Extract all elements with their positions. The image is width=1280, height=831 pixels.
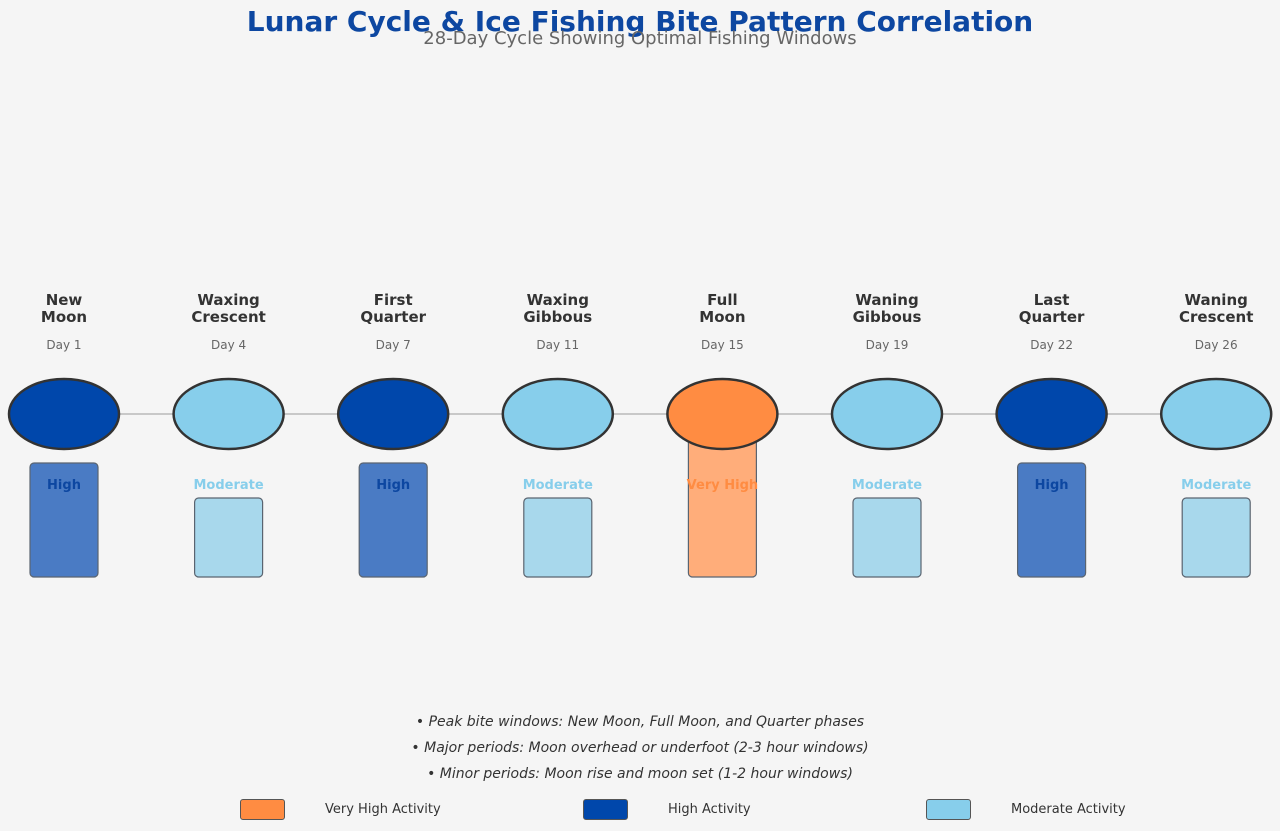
chart-subtitle: 28-Day Cycle Showing Optimal Fishing Win…	[423, 28, 857, 49]
moon-waning-crescent	[1159, 377, 1273, 451]
activity-label-waxing-crescent: Moderate	[193, 478, 263, 493]
activity-bar-waxing-gibbous	[523, 497, 593, 578]
activity-bar-waning-gibbous	[852, 497, 922, 578]
activity-bar-full-moon	[687, 436, 758, 578]
phase-day-full-moon: Day 15	[701, 338, 744, 352]
activity-bar-waxing-crescent	[194, 497, 264, 578]
phase-name-first-quarter-line2: Quarter	[360, 308, 426, 326]
legend-label-moderate: Moderate Activity	[1011, 802, 1126, 817]
activity-label-first-quarter: High	[376, 478, 410, 493]
phase-name-new-moon-line2: Moon	[41, 308, 87, 326]
activity-bars	[29, 436, 1251, 578]
phase-day-waning-gibbous: Day 19	[866, 338, 909, 352]
phase-name-last-quarter-line2: Quarter	[1019, 308, 1085, 326]
phase-day-waxing-gibbous: Day 11	[536, 338, 579, 352]
phase-name-waning-crescent-line1: Waning	[1185, 291, 1248, 309]
note-major-periods: • Major periods: Moon overhead or underf…	[411, 740, 869, 756]
phase-name-waning-crescent-line2: Crescent	[1179, 308, 1253, 326]
moon-waxing-crescent	[172, 377, 285, 451]
phase-name-full-moon-line1: Full	[707, 291, 737, 309]
activity-bar-new-moon	[29, 462, 99, 578]
phase-name-full-moon-line2: Moon	[699, 308, 745, 326]
phase-name-waxing-crescent-line2: Crescent	[191, 308, 265, 326]
activity-label-last-quarter: High	[1035, 478, 1069, 493]
phase-day-last-quarter: Day 22	[1030, 338, 1073, 352]
phase-name-new-moon-line1: New	[46, 291, 83, 309]
phase-day-waning-crescent: Day 26	[1195, 338, 1238, 352]
phase-name-last-quarter-line1: Last	[1034, 291, 1070, 309]
note-minor-periods: • Minor periods: Moon rise and moon set …	[427, 766, 853, 782]
moon-waning-gibbous	[830, 377, 944, 451]
moon-first-quarter	[336, 377, 450, 451]
phase-name-waning-gibbous-line2: Gibbous	[853, 308, 922, 326]
legend-label-high: High Activity	[668, 802, 751, 817]
legend-label-very-high: Very High Activity	[325, 802, 441, 817]
moon-phases	[7, 377, 1273, 451]
activity-label-waxing-gibbous: Moderate	[523, 478, 593, 493]
legend-swatch-very-high	[240, 799, 285, 820]
activity-bar-last-quarter	[1016, 462, 1087, 578]
activity-label-waning-gibbous: Moderate	[852, 478, 922, 493]
phase-name-first-quarter-line1: First	[374, 291, 413, 309]
activity-label-new-moon: High	[47, 478, 81, 493]
chart-title: Lunar Cycle & Ice Fishing Bite Pattern C…	[246, 5, 1034, 38]
phase-name-waxing-crescent-line1: Waxing	[197, 291, 259, 309]
activity-bar-waning-crescent	[1181, 497, 1251, 578]
activity-bar-first-quarter	[358, 462, 428, 578]
phase-name-waning-gibbous-line1: Waning	[855, 291, 918, 309]
phase-day-new-moon: Day 1	[46, 338, 81, 352]
legend-swatch-high	[583, 799, 628, 820]
moon-full-moon	[666, 377, 779, 451]
phase-name-waxing-gibbous-line2: Gibbous	[523, 308, 592, 326]
note-peak-windows: • Peak bite windows: New Moon, Full Moon…	[415, 714, 865, 730]
moon-new-moon	[7, 377, 121, 451]
phase-day-first-quarter: Day 7	[376, 338, 411, 352]
phase-name-waxing-gibbous-line1: Waxing	[527, 291, 589, 309]
moon-last-quarter	[995, 377, 1108, 451]
legend-swatch-moderate	[926, 799, 971, 820]
activity-label-full-moon: Very High	[687, 478, 758, 493]
moon-waxing-gibbous	[501, 377, 615, 451]
phase-day-waxing-crescent: Day 4	[211, 338, 246, 352]
activity-label-waning-crescent: Moderate	[1181, 478, 1251, 493]
